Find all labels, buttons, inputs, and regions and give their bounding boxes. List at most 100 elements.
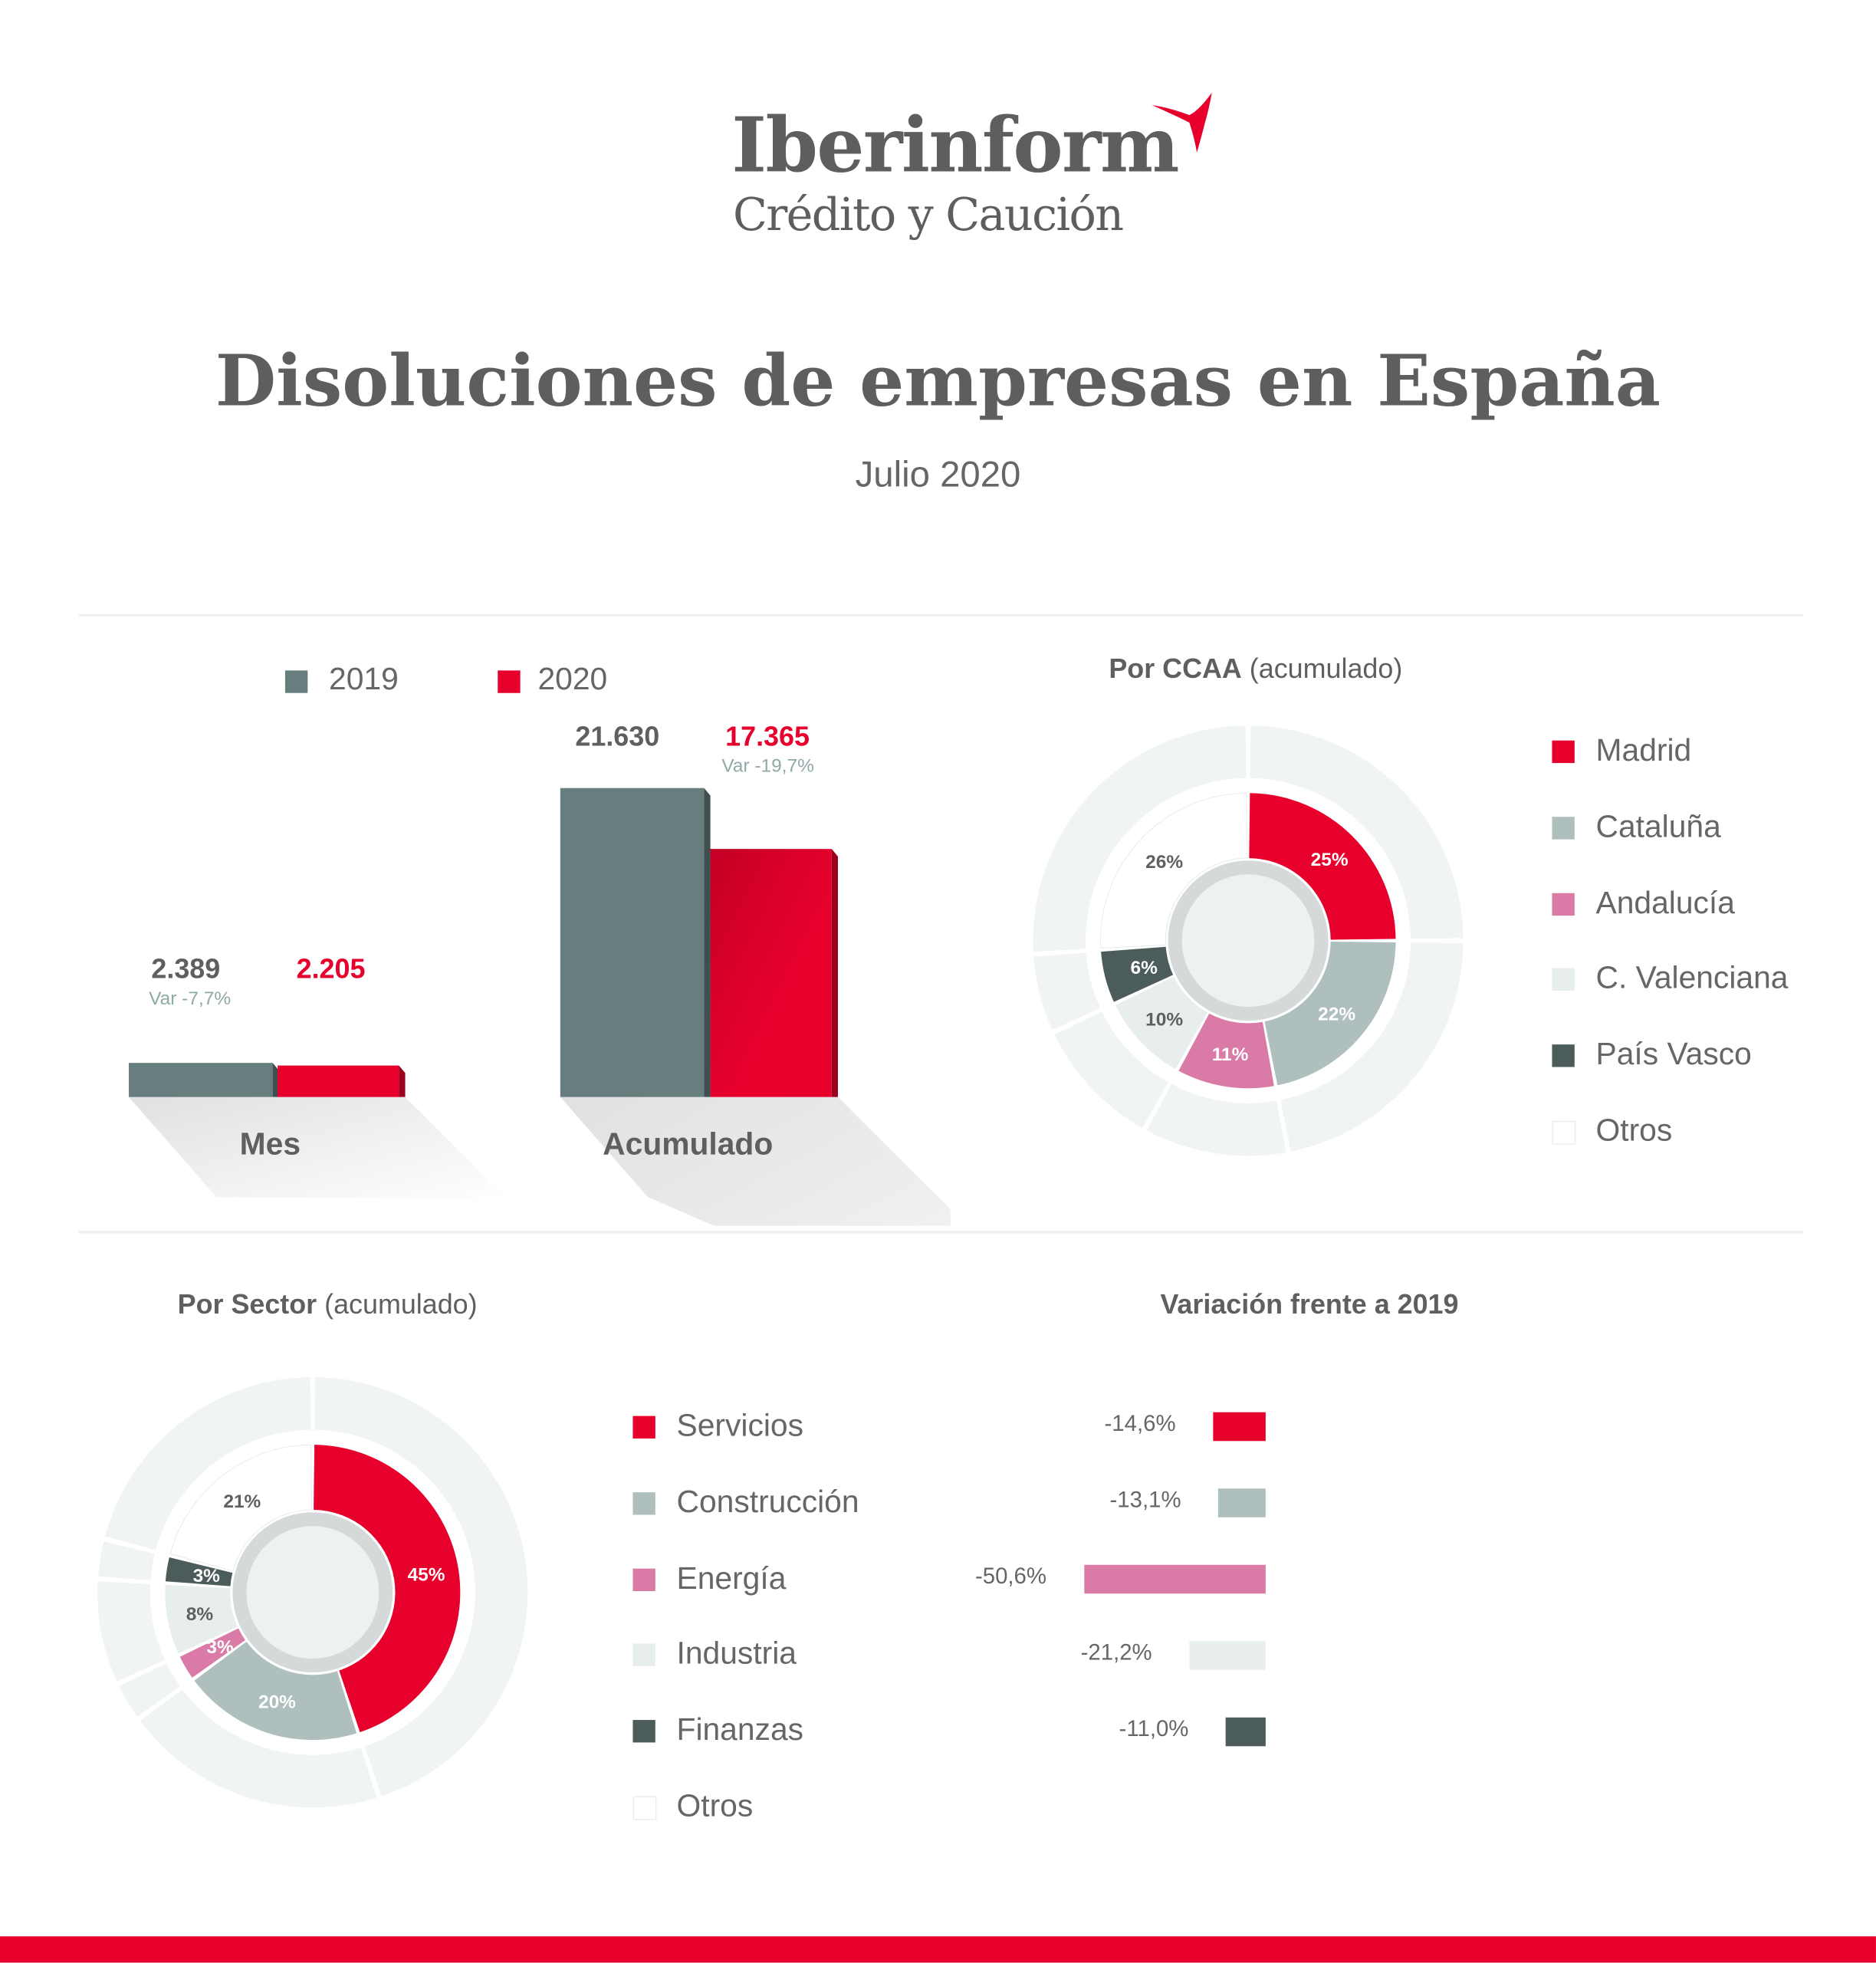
legend-swatch — [632, 1644, 655, 1667]
bar-mes-2020 — [278, 1065, 399, 1097]
category-label-mes: Mes — [239, 1126, 301, 1162]
logo-star-icon — [1152, 92, 1212, 153]
donut-slice-label: 25% — [1311, 850, 1349, 870]
legend-label: Finanzas — [676, 1712, 804, 1748]
value-acumulado-2019: 21.630 — [575, 720, 660, 752]
variation-bar-4 — [1189, 1641, 1266, 1670]
legend-swatch-2019 — [284, 670, 308, 693]
donut-slice-label: 45% — [408, 1564, 445, 1585]
legend-swatch — [632, 1416, 655, 1439]
category-label-acumulado: Acumulado — [603, 1126, 774, 1162]
logo-name: Iberinform — [731, 102, 1179, 190]
ccaa-donut-chart: 25% 22% 11% 10% 6% 26% — [1033, 725, 1561, 1254]
donut-outer-ring-segment — [1033, 725, 1247, 952]
bar-side — [399, 1065, 406, 1097]
donut-slice-finanzas — [165, 1557, 233, 1587]
donut-slice-construcci-n — [194, 1641, 357, 1741]
donut-center — [1181, 874, 1315, 1008]
ccaa-title: Por CCAA (acumulado) — [1109, 653, 1403, 685]
donut-slice-label: 10% — [1145, 1010, 1183, 1031]
donut-slice-catalu-a — [1264, 942, 1396, 1086]
donut-slice-label: 22% — [1318, 1005, 1355, 1025]
variation-mes: Var -7,7% — [149, 988, 232, 1010]
legend-swatch — [1552, 1120, 1576, 1145]
legend-swatch — [632, 1491, 655, 1515]
donut-outer-ring-segment — [140, 1689, 377, 1808]
bar-shade — [710, 849, 832, 1097]
variation-label: -14,6% — [1104, 1411, 1176, 1436]
legend-label-2019: 2019 — [329, 661, 399, 697]
legend-label: Servicios — [676, 1408, 803, 1444]
legend-swatch — [1552, 740, 1575, 764]
bar-mes-2019 — [129, 1063, 273, 1097]
variation-label: -21,2% — [1080, 1639, 1152, 1665]
bar-side — [272, 1063, 279, 1097]
legend-swatch — [1552, 893, 1575, 916]
divider — [78, 1231, 1804, 1234]
donut-center — [246, 1526, 379, 1659]
donut-outer-ring-segment — [104, 1377, 311, 1550]
variation-title: Variación frente a 2019 — [1160, 1288, 1459, 1320]
legend-label: Otros — [1595, 1113, 1673, 1149]
page-title: Disoluciones de empresas en España — [215, 340, 1661, 423]
legend-swatch — [1552, 1044, 1575, 1067]
legend-label: País Vasco — [1595, 1037, 1752, 1073]
variation-bar-5 — [1226, 1717, 1266, 1747]
page-subtitle: Julio 2020 — [855, 455, 1021, 495]
donut-outer-ring-segment — [314, 1377, 528, 1797]
donut-slice-industria — [165, 1584, 238, 1654]
legend-swatch — [632, 1720, 655, 1743]
donut-slice-label: 8% — [186, 1604, 214, 1625]
donut-slice-pa-s-vasco — [1101, 946, 1174, 1002]
donut-outer-ring-segment — [1054, 1011, 1168, 1128]
donut-slice-label: 6% — [1130, 958, 1158, 978]
donut-slice-energ-a — [179, 1628, 245, 1678]
legend-swatch-2020 — [498, 670, 521, 693]
donut-slice-c-valenciana — [1115, 976, 1208, 1070]
legend-label: C. Valenciana — [1595, 961, 1789, 997]
donut-outer-ring-segment — [119, 1663, 180, 1717]
donut-outer-ring-segment — [1280, 942, 1464, 1152]
donut-slice-otros — [1100, 792, 1248, 949]
donut-slice-label: 21% — [223, 1491, 261, 1512]
legend-swatch — [1552, 968, 1575, 991]
donut-outer-ring-segment — [97, 1581, 165, 1682]
legend-label: Cataluña — [1595, 809, 1721, 844]
variation-bar-2 — [1218, 1488, 1266, 1517]
donut-slice-andaluc-a — [1178, 1013, 1274, 1089]
variation-label: -50,6% — [974, 1563, 1047, 1589]
divider — [78, 613, 1804, 617]
donut-outer-ring-segment — [1033, 952, 1101, 1031]
variation-label: -13,1% — [1109, 1487, 1181, 1513]
bar-acumulado-2019 — [560, 788, 705, 1097]
donut-outer-ring-segment — [98, 1541, 155, 1580]
variation-bar-3 — [1083, 1564, 1266, 1594]
variation-acumulado: Var -19,7% — [721, 755, 814, 778]
donut-slice-label: 3% — [193, 1566, 221, 1587]
donut-outer-ring-segment — [1250, 725, 1464, 939]
donut-slice-label: 26% — [1145, 852, 1183, 873]
donut-outer-ring-segment — [1146, 1083, 1286, 1156]
value-mes-2019: 2.389 — [151, 953, 221, 985]
bar-shadow — [560, 1097, 951, 1226]
donut-slice-madrid — [1249, 793, 1396, 940]
sector-title: Por Sector (acumulado) — [177, 1288, 478, 1320]
legend-swatch — [1552, 816, 1575, 840]
footer-bar — [0, 1936, 1876, 1963]
logo-subtitle: Crédito y Caución — [732, 189, 1124, 242]
legend-label: Madrid — [1595, 732, 1692, 768]
donut-slice-label: 11% — [1212, 1044, 1249, 1065]
donut-slice-label: 3% — [206, 1637, 234, 1658]
donut-slice-otros — [169, 1444, 312, 1572]
bar-side — [704, 788, 711, 1097]
legend-label: Otros — [676, 1788, 754, 1824]
legend-swatch — [632, 1567, 655, 1591]
variation-bar-1 — [1213, 1412, 1266, 1442]
sector-donut-chart: 45% 20% 3% 8% 3% 21% — [97, 1377, 657, 1937]
legend-label-2020: 2020 — [537, 661, 608, 697]
legend-label: Construcción — [676, 1485, 859, 1520]
value-acumulado-2020: 17.365 — [725, 720, 810, 752]
bar-shadow — [129, 1097, 508, 1200]
donut-slice-servicios — [314, 1445, 461, 1732]
